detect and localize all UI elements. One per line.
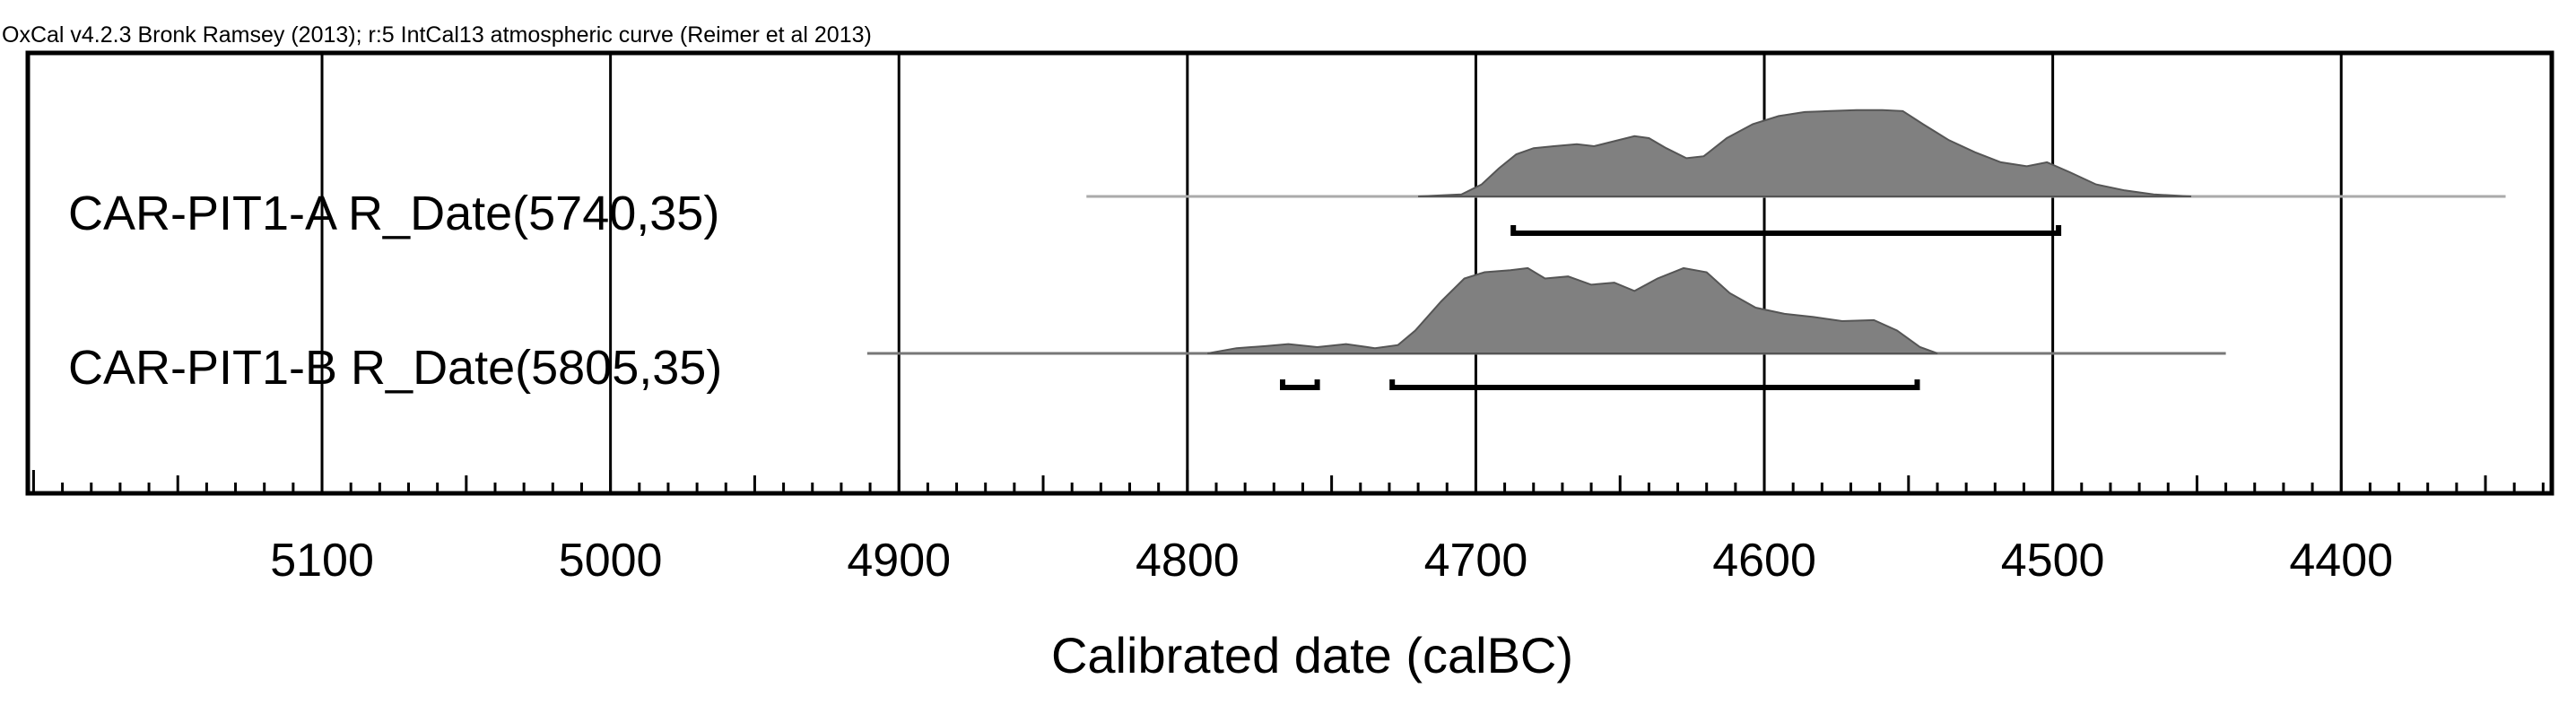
frame-layer xyxy=(25,50,2554,496)
x-axis-ticks xyxy=(31,470,2545,493)
x-axis-title: Calibrated date (calBC) xyxy=(1051,627,1573,683)
series-a: CAR-PIT1-A R_Date(5740,35) xyxy=(68,109,2506,240)
x-tick-label-4900: 4900 xyxy=(847,535,951,587)
chart-title: OxCal v4.2.3 Bronk Ramsey (2013); r:5 In… xyxy=(2,22,872,48)
x-tick-label-4600: 4600 xyxy=(1712,535,1816,587)
hpd-range-bracket-2 xyxy=(1389,379,1920,390)
probability-distribution xyxy=(1207,266,1938,354)
hpd-range-bracket-1 xyxy=(1510,225,2062,236)
x-tick-label-4500: 4500 xyxy=(2001,535,2105,587)
probability-distribution xyxy=(1418,109,2192,197)
x-tick-label-5100: 5100 xyxy=(270,535,374,587)
series-b: CAR-PIT1-B R_Date(5805,35) xyxy=(68,266,2226,395)
plot-frame xyxy=(25,50,2554,496)
x-tick-label-4400: 4400 xyxy=(2289,535,2393,587)
grid-layer xyxy=(320,53,2343,493)
hpd-range-bracket-1 xyxy=(1280,379,1320,390)
x-tick-label-5000: 5000 xyxy=(559,535,663,587)
series-label: CAR-PIT1-A R_Date(5740,35) xyxy=(68,187,719,240)
x-tick-label-4700: 4700 xyxy=(1424,535,1528,587)
x-axis-tick-labels: 5100 5000 4900 4800 4700 4600 4500 4400 xyxy=(270,535,2393,587)
series-layer: CAR-PIT1-A R_Date(5740,35) CAR-PIT1-B R_D… xyxy=(68,109,2506,395)
x-tick-label-4800: 4800 xyxy=(1136,535,1240,587)
series-label: CAR-PIT1-B R_Date(5805,35) xyxy=(68,341,722,395)
